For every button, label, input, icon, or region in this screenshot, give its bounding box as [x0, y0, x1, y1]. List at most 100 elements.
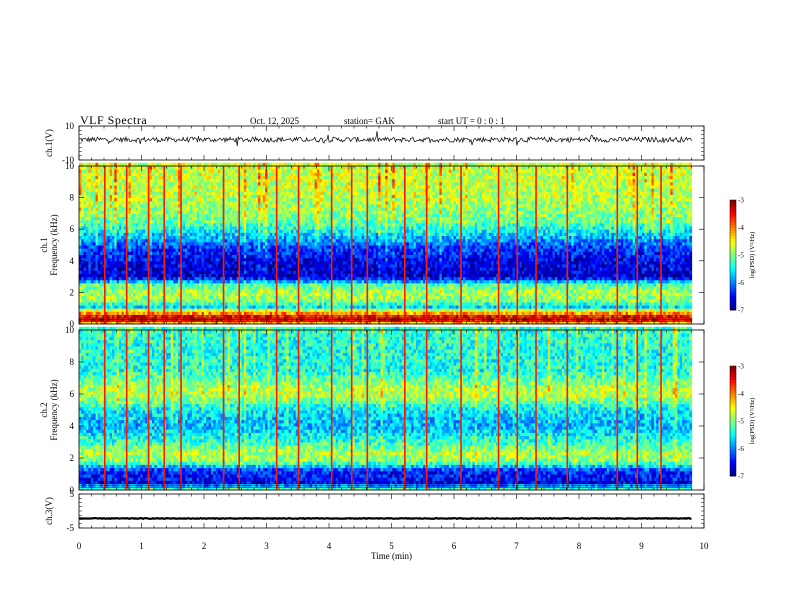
- spectrogram-cell: [170, 251, 174, 255]
- spectrogram-cell: [236, 229, 240, 233]
- spectrogram-cell: [159, 235, 163, 240]
- spectrogram-cell: [142, 172, 146, 176]
- spectrogram-cell: [95, 286, 99, 290]
- spectrogram-cell: [217, 184, 221, 189]
- spectrogram-cell: [262, 317, 266, 322]
- spectrogram-cell: [137, 301, 141, 306]
- spectrogram-cell: [83, 260, 87, 265]
- spectrogram-cell: [109, 191, 113, 195]
- spectrogram-cell: [152, 188, 155, 192]
- spectrogram-cell: [196, 320, 200, 325]
- spectrogram-cell: [215, 276, 219, 281]
- spectrogram-cell: [173, 197, 177, 202]
- spectrogram-cell: [199, 289, 203, 293]
- spectrogram-cell: [246, 175, 250, 180]
- spectrogram-cell: [250, 267, 254, 271]
- spectrogram-cell: [95, 248, 99, 252]
- spectrogram-cell: [192, 175, 196, 180]
- spectrogram-cell: [81, 320, 85, 325]
- spectrogram-cell: [109, 235, 113, 240]
- spectrogram-cell: [250, 169, 254, 173]
- spectrogram-cell: [199, 245, 203, 249]
- spectrogram-cell: [192, 219, 196, 224]
- spectrogram-cell: [229, 213, 233, 218]
- spectrogram-cell: [81, 232, 85, 237]
- spectrogram-cell: [93, 267, 97, 271]
- spectrogram-cell: [260, 245, 264, 249]
- spectrogram-cell: [111, 178, 115, 183]
- spectrogram-cell: [258, 257, 261, 262]
- spectrogram-cell: [79, 197, 82, 202]
- spectrogram-cell: [187, 292, 191, 297]
- spectrogram-cell: [208, 273, 212, 278]
- spectrogram-cell: [107, 222, 111, 227]
- spectrogram-cell: [156, 203, 160, 208]
- spectrogram-cell: [79, 292, 82, 297]
- spectrogram-cell: [126, 222, 130, 227]
- spectrogram-cell: [255, 263, 259, 268]
- spectrogram-cell: [201, 282, 205, 287]
- spectrogram-cell: [173, 308, 177, 312]
- spectrogram-cell: [133, 166, 137, 170]
- spectrogram-cell: [154, 317, 158, 322]
- spectrogram-cell: [107, 251, 111, 255]
- spectrogram-cell: [262, 184, 266, 189]
- spectrogram-cell: [262, 282, 266, 287]
- spectrogram-cell: [95, 317, 99, 322]
- spectrogram-cell: [135, 178, 139, 183]
- spectrogram-cell: [121, 267, 125, 271]
- spectrogram-cell: [175, 166, 179, 170]
- spectrogram-cell: [236, 282, 240, 287]
- spectrogram-cell: [95, 216, 99, 221]
- spectrogram-cell: [253, 286, 257, 290]
- spectrogram-cell: [107, 184, 111, 189]
- spectrogram-cell: [262, 216, 266, 221]
- spectrogram-cell: [95, 194, 99, 199]
- spectrogram-cell: [149, 238, 153, 243]
- spectrogram-cell: [239, 245, 243, 249]
- spectrogram-cell: [241, 232, 245, 237]
- spectrogram-cell: [81, 210, 85, 214]
- spectrogram-cell: [135, 270, 139, 274]
- spectrogram-cell: [114, 320, 118, 325]
- spectrogram-cell: [185, 260, 188, 265]
- spectrogram-cell: [187, 257, 191, 262]
- spectrogram-cell: [100, 282, 104, 287]
- spectrogram-cell: [243, 213, 247, 218]
- spectrogram-cell: [100, 238, 104, 243]
- spectrogram-cell: [140, 181, 144, 186]
- spectrogram-cell: [170, 241, 174, 246]
- spectrogram-cell: [135, 320, 139, 325]
- spectrogram-cell: [142, 305, 146, 309]
- spectrogram-cell: [144, 295, 148, 300]
- spectrogram-cell: [159, 317, 163, 322]
- spectrogram-cell: [215, 317, 219, 322]
- spectrogram-cell: [192, 213, 196, 218]
- spectrogram-cell: [104, 267, 108, 271]
- spectrogram-cell: [154, 178, 158, 183]
- spectrogram-cell: [130, 263, 134, 268]
- spectrogram-cell: [133, 320, 137, 325]
- spectrogram-cell: [253, 203, 257, 208]
- spectrogram-cell: [83, 235, 87, 240]
- spectrogram-cell: [86, 169, 90, 173]
- spectrogram-cell: [182, 289, 186, 293]
- spectrogram-cell: [111, 286, 115, 290]
- spectrogram-cell: [236, 166, 240, 170]
- spectrogram-cell: [217, 314, 221, 319]
- spectrogram-cell: [243, 305, 247, 309]
- spectrogram-cell: [130, 295, 134, 300]
- spectrogram-cell: [144, 184, 148, 189]
- spectrogram-cell: [79, 295, 82, 300]
- spectrogram-cell: [220, 295, 224, 300]
- spectrogram-cell: [217, 317, 221, 322]
- spectrogram-cell: [215, 216, 219, 221]
- spectrogram-cell: [201, 241, 205, 246]
- spectrogram-cell: [236, 245, 240, 249]
- spectrogram-cell: [182, 169, 186, 173]
- spectrogram-cell: [81, 197, 85, 202]
- spectrogram-cell: [234, 276, 238, 281]
- spectrogram-cell: [213, 260, 217, 265]
- spectrogram-cell: [199, 200, 203, 205]
- spectrogram-cell: [241, 276, 245, 281]
